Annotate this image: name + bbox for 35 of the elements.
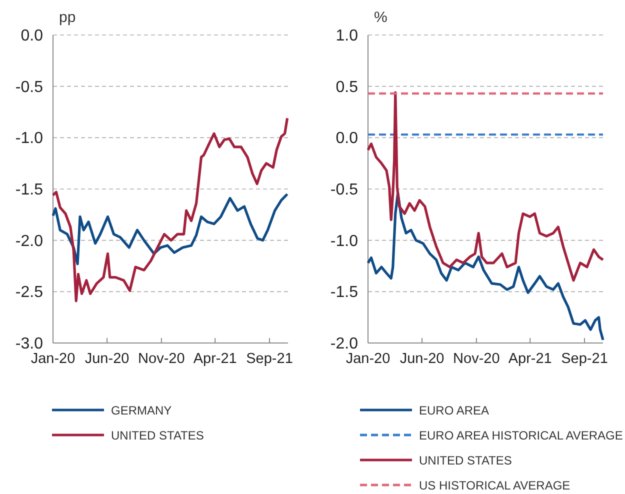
x-tick-label: Jan-20 — [30, 351, 76, 367]
line-series — [52, 192, 289, 266]
x-tick-label: Apr-21 — [508, 351, 552, 367]
x-tick-label: Nov-20 — [453, 351, 500, 367]
legend-label: US HISTORICAL AVERAGE — [419, 478, 570, 492]
y-axis-title: % — [374, 9, 388, 26]
y-tick-label: -1.0 — [15, 130, 44, 148]
y-tick-label: -0.5 — [330, 182, 358, 198]
y-tick-label: 0.0 — [20, 28, 44, 44]
x-tick-label: Sep-21 — [246, 351, 293, 367]
legend-label: EURO AREA — [419, 404, 490, 418]
line-series — [366, 91, 604, 282]
y-tick-label: -0.5 — [15, 78, 44, 96]
y-tick-label: -1.5 — [330, 284, 358, 302]
y-tick-label: -2.5 — [15, 284, 44, 302]
legend-label: GERMANY — [111, 404, 172, 418]
y-tick-label: 0.5 — [336, 78, 358, 96]
y-tick-label: -2.0 — [330, 336, 358, 352]
legend-label: UNITED STATES — [419, 454, 512, 468]
y-tick-label: -1.0 — [330, 232, 358, 250]
x-tick-label: Jun-20 — [84, 351, 130, 367]
x-tick-label: Jun-20 — [400, 351, 444, 367]
x-tick-label: Apr-21 — [193, 351, 237, 367]
legend-label: EURO AREA HISTORICAL AVERAGE — [419, 428, 623, 442]
y-tick-label: -1.5 — [15, 182, 44, 198]
line-series — [52, 116, 289, 302]
legend-label: UNITED STATES — [111, 428, 204, 442]
y-tick-label: -2.0 — [15, 232, 44, 250]
y-tick-label: 0.0 — [336, 130, 358, 148]
x-tick-label: Sep-21 — [561, 351, 608, 367]
y-tick-label: -3.0 — [15, 336, 44, 352]
x-tick-label: Jan-20 — [346, 351, 390, 367]
x-tick-label: Nov-20 — [138, 351, 185, 367]
y-tick-label: 1.0 — [336, 28, 358, 44]
y-axis-title: pp — [59, 9, 76, 26]
